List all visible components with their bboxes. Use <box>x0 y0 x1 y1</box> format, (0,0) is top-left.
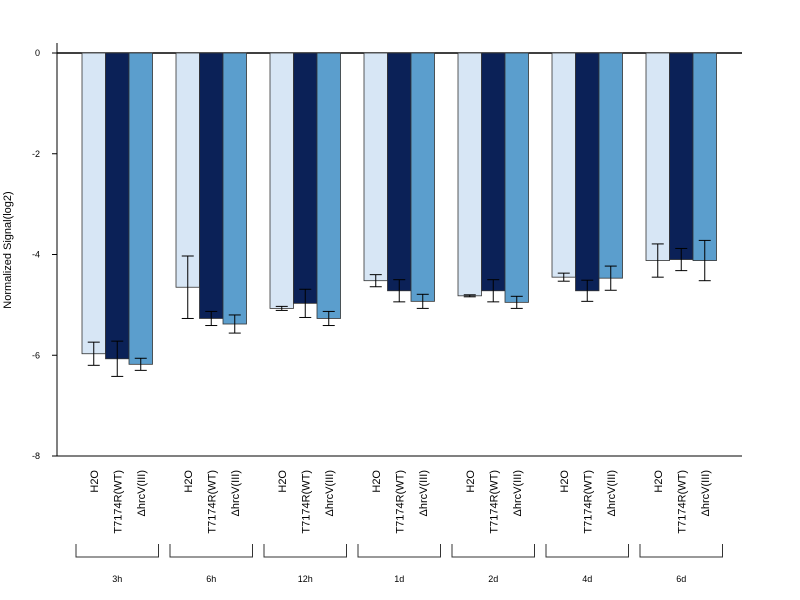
bar <box>363 52 388 282</box>
condition-label: T7174R(WT) <box>582 470 594 534</box>
condition-label: T7174R(WT) <box>488 470 500 534</box>
bar <box>105 52 130 360</box>
bar <box>410 52 435 302</box>
bar <box>387 52 412 292</box>
y-tick-label: -6 <box>32 350 40 360</box>
group-bracket <box>357 544 441 558</box>
bar <box>457 52 482 297</box>
bar <box>692 52 717 261</box>
group-bracket <box>639 544 723 558</box>
condition-label: ΔhrcV(III) <box>606 470 618 516</box>
y-axis-label: Normalized Signal(log2) <box>2 191 14 308</box>
condition-label: ΔhrcV(III) <box>136 470 148 516</box>
group-label: 2d <box>488 574 498 584</box>
group-bracket <box>169 544 253 558</box>
bar <box>199 52 224 319</box>
condition-label: H2O <box>559 470 571 493</box>
bar <box>81 52 106 355</box>
group-label: 4d <box>582 574 592 584</box>
x-axis-labels: H2O T7174R(WT) ΔhrcV(III) 3h H2O T7174R(WT) Δh… <box>75 470 723 584</box>
bar <box>504 52 529 303</box>
group-bracket <box>451 544 535 558</box>
condition-label: H2O <box>653 470 665 493</box>
condition-label: ΔhrcV(III) <box>418 470 430 516</box>
condition-label: ΔhrcV(III) <box>230 470 242 516</box>
group-label: 6h <box>206 574 216 584</box>
condition-label: H2O <box>277 470 289 493</box>
bar <box>645 52 670 261</box>
condition-label: H2O <box>183 470 195 493</box>
bar <box>175 52 200 288</box>
condition-label: ΔhrcV(III) <box>700 470 712 516</box>
bar <box>222 52 247 325</box>
group-label: 6d <box>676 574 686 584</box>
bar <box>669 52 694 260</box>
condition-label: H2O <box>89 470 101 493</box>
condition-label: ΔhrcV(III) <box>512 470 524 516</box>
bar <box>316 52 341 319</box>
condition-label: T7174R(WT) <box>300 470 312 534</box>
bar <box>293 52 318 304</box>
condition-label: T7174R(WT) <box>676 470 688 534</box>
bar <box>481 52 506 292</box>
condition-label: T7174R(WT) <box>206 470 218 534</box>
y-tick-label: -2 <box>32 149 40 159</box>
bar <box>128 52 153 365</box>
bar <box>598 52 623 279</box>
condition-label: H2O <box>371 470 383 493</box>
y-tick-label: -8 <box>32 451 40 461</box>
bar <box>269 52 294 309</box>
condition-label: T7174R(WT) <box>394 470 406 534</box>
group-label: 3h <box>112 574 122 584</box>
group-bracket <box>75 544 159 558</box>
bars <box>81 52 717 377</box>
condition-label: H2O <box>465 470 477 493</box>
bar <box>551 52 576 278</box>
condition-label: T7174R(WT) <box>112 470 124 534</box>
y-tick-label: 0 <box>35 48 40 58</box>
group-bracket <box>545 544 629 558</box>
condition-label: ΔhrcV(III) <box>324 470 336 516</box>
group-label: 12h <box>298 574 313 584</box>
y-tick-label: -4 <box>32 250 40 260</box>
group-label: 1d <box>394 574 404 584</box>
group-bracket <box>263 544 347 558</box>
bar <box>575 52 600 292</box>
